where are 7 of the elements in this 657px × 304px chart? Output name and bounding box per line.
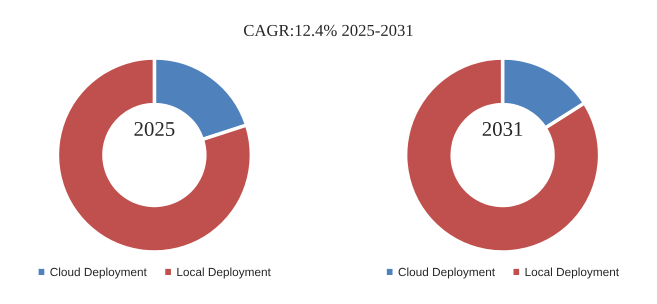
legend-label: Cloud Deployment — [50, 268, 147, 279]
text: 2025 — [134, 122, 174, 136]
legend-label: Local Deployment — [526, 268, 619, 279]
legend-label: Cloud Deployment — [398, 268, 495, 279]
legend-label: Local Deployment — [177, 268, 271, 279]
text: 2031 — [482, 122, 522, 136]
text: CAGR:12.4% 2025-2031 — [244, 24, 413, 36]
